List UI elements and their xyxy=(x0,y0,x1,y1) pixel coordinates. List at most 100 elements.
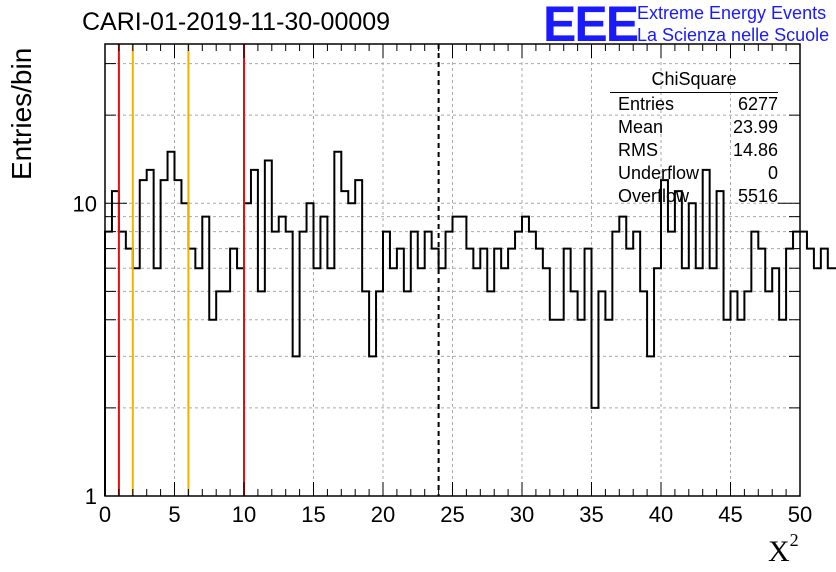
axes xyxy=(104,43,801,497)
stats-title: ChiSquare xyxy=(610,68,778,93)
histogram-series xyxy=(104,150,836,496)
histogram-bin xyxy=(348,203,355,496)
histogram-outline xyxy=(104,150,836,496)
histogram-bin xyxy=(251,170,258,496)
histogram-bin xyxy=(383,232,390,496)
histogram-bin xyxy=(501,268,508,496)
histogram-bin xyxy=(487,291,494,496)
histogram-bin xyxy=(314,268,321,496)
histogram-bin xyxy=(689,203,696,496)
logo-line-1: Extreme Energy Events xyxy=(637,3,827,23)
histogram-bin xyxy=(126,249,133,496)
histogram-bin xyxy=(327,268,334,496)
histogram-bin xyxy=(578,320,585,496)
x-tick-label: 40 xyxy=(649,502,673,527)
x-tick-label: 25 xyxy=(440,502,464,527)
x-tick-label: 15 xyxy=(301,502,325,527)
stats-label: RMS xyxy=(618,140,658,160)
histogram-bin xyxy=(307,203,314,496)
histogram-bin xyxy=(585,249,592,496)
histogram-bin xyxy=(446,232,453,496)
histogram-bin xyxy=(320,217,327,496)
histogram-bin xyxy=(737,320,744,496)
x-tick-label: 35 xyxy=(579,502,603,527)
histogram-bin xyxy=(550,320,557,496)
stats-row: Mean 23.99 xyxy=(610,116,778,139)
histogram-bin xyxy=(453,217,460,496)
x-axis-label-superscript: 2 xyxy=(789,530,799,550)
histogram-bin xyxy=(195,268,202,496)
histogram-bin xyxy=(181,203,188,496)
histogram-bin xyxy=(258,291,265,496)
y-axis-label: Entries/bin xyxy=(6,47,37,180)
reference-lines xyxy=(117,44,440,496)
histogram-bin xyxy=(731,291,738,496)
histogram-bin xyxy=(821,249,828,496)
stats-value: 23.99 xyxy=(732,117,778,137)
x-tick-label: 0 xyxy=(99,502,111,527)
histogram-bin xyxy=(793,232,800,496)
logo-line-2: La Scienza nelle Scuole xyxy=(637,25,830,45)
histogram-bin xyxy=(529,232,536,496)
histogram-bin xyxy=(633,232,640,496)
histogram-bin xyxy=(293,356,300,496)
y-tick-label: 1 xyxy=(85,484,97,509)
y-tick-label: 10 xyxy=(73,191,97,216)
histogram-bin xyxy=(404,291,411,496)
histogram-bin xyxy=(202,217,209,496)
stats-box: ChiSquare Entries 6277 Mean 23.99 RMS 14.86… xyxy=(610,68,778,208)
histogram-bin xyxy=(140,180,147,496)
stats-label: Underflow xyxy=(618,163,700,183)
stats-row: Entries 6277 xyxy=(610,93,778,116)
x-tick-label: 30 xyxy=(510,502,534,527)
histogram-bin xyxy=(439,268,446,496)
histogram-bin xyxy=(279,217,286,496)
histogram-bin xyxy=(522,217,529,496)
histogram-bin xyxy=(758,249,765,496)
logo-caption: Extreme Energy Events La Scienza nelle S… xyxy=(637,2,829,46)
histogram-bin xyxy=(341,191,348,496)
histogram-bin xyxy=(724,320,731,496)
histogram-bin xyxy=(557,320,564,496)
histogram-bin xyxy=(717,191,724,496)
histogram-bin xyxy=(418,268,425,496)
stats-value: 14.86 xyxy=(732,140,778,160)
x-tick-label: 50 xyxy=(788,502,812,527)
histogram-bin xyxy=(466,249,473,496)
histogram-bin xyxy=(640,291,647,496)
histogram-bin xyxy=(515,232,522,496)
histogram-bin xyxy=(744,291,751,496)
histogram-bin xyxy=(605,320,612,496)
histogram-bin xyxy=(473,268,480,496)
histogram-bin xyxy=(480,249,487,496)
histogram-bin xyxy=(598,291,605,496)
histogram-bin xyxy=(800,232,807,496)
histogram-bin xyxy=(786,249,793,496)
histogram-bin xyxy=(675,191,682,496)
histogram-bin xyxy=(772,268,779,496)
histogram-bin xyxy=(369,356,376,496)
histogram-bin xyxy=(814,268,821,496)
x-tick-label: 45 xyxy=(718,502,742,527)
histogram-bin xyxy=(244,203,251,496)
histogram-bin xyxy=(543,268,550,496)
histogram-bin xyxy=(564,249,571,496)
histogram-bin xyxy=(272,232,279,496)
plot-title: CARI-01-2019-11-30-00009 xyxy=(82,8,391,36)
x-tick-label: 20 xyxy=(371,502,395,527)
histogram-bin xyxy=(696,268,703,496)
histogram-bin xyxy=(668,232,675,496)
histogram-bin xyxy=(751,232,758,496)
histogram-bin xyxy=(300,232,307,496)
histogram-bin xyxy=(828,268,835,496)
stats-label: Mean xyxy=(618,117,664,137)
histogram-bin xyxy=(223,291,230,496)
stats-row: Underflow 0 xyxy=(610,162,778,185)
stats-row: Overflow 5516 xyxy=(610,185,778,208)
histogram-bin xyxy=(425,232,432,496)
stats-value: 5516 xyxy=(737,186,778,206)
histogram-bin xyxy=(654,268,661,496)
histogram-bin xyxy=(710,268,717,496)
x-axis-label-base: X xyxy=(768,535,790,568)
histogram-bin xyxy=(571,291,578,496)
